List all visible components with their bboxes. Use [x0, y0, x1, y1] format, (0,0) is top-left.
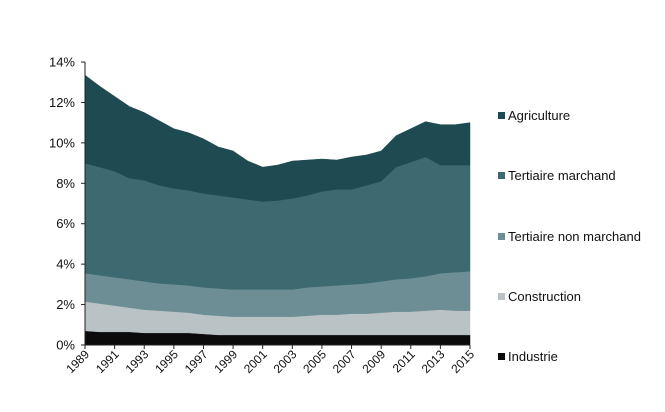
x-tick-label: 2011 [390, 347, 418, 375]
y-tick-label: 2% [56, 297, 75, 312]
x-tick-label: 1991 [93, 347, 122, 376]
area-agriculture [84, 74, 471, 202]
legend-swatch [498, 111, 505, 119]
y-tick-label: 14% [49, 55, 75, 70]
y-tick-label: 8% [56, 176, 75, 191]
x-tick-label: 2009 [359, 347, 388, 376]
legend-swatch [498, 292, 505, 300]
x-tick-label: 2003 [271, 347, 300, 376]
y-tick-label: 12% [49, 95, 75, 110]
x-tick-label: 1995 [152, 347, 181, 376]
legend-item-tertiaire-marchand: Tertiaire marchand [498, 167, 616, 183]
x-tick-label: 2001 [241, 347, 270, 376]
x-tick-label: 1999 [211, 347, 240, 376]
legend-item-industrie: Industrie [498, 348, 558, 364]
legend-swatch [498, 352, 505, 360]
x-tick-label: 2007 [330, 347, 359, 376]
legend-swatch [498, 232, 505, 240]
legend-label: Tertiaire marchand [508, 167, 616, 183]
legend-label: Industrie [508, 348, 558, 364]
y-tick-label: 10% [49, 135, 75, 150]
x-tick-label: 2015 [448, 347, 477, 376]
x-tick-label: 1997 [182, 347, 211, 376]
legend-item-agriculture: Agriculture [498, 107, 570, 123]
x-tick-label: 2005 [300, 347, 329, 376]
legend-label: Tertiaire non marchand [508, 228, 641, 244]
legend-item-construction: Construction [498, 288, 581, 304]
x-tick-label: 1993 [123, 347, 152, 376]
y-tick-label: 6% [56, 216, 75, 231]
x-tick-label: 2013 [419, 347, 448, 376]
legend: Agriculture Tertiaire marchand Tertiaire n… [498, 0, 665, 412]
legend-item-tertiaire-non-marchand: Tertiaire non marchand [498, 228, 641, 244]
legend-label: Agriculture [508, 107, 571, 123]
y-tick-label: 0% [56, 338, 75, 353]
legend-label: Construction [508, 288, 581, 304]
y-tick-label: 4% [56, 257, 75, 272]
legend-swatch [498, 171, 505, 179]
